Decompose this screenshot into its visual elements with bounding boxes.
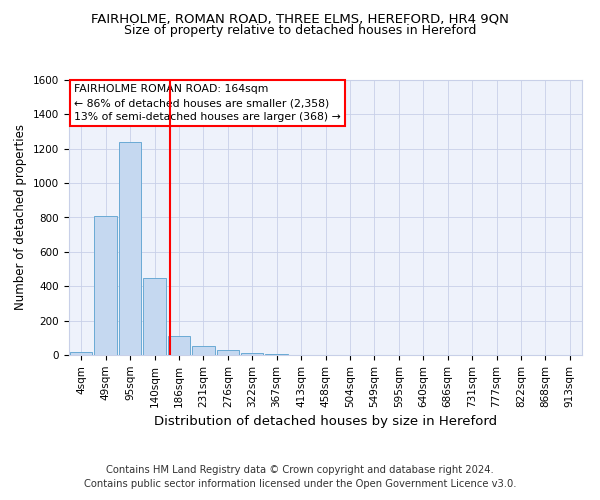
Bar [241, 354, 263, 355]
Bar [94, 216, 117, 355]
Text: Size of property relative to detached houses in Hereford: Size of property relative to detached ho… [124, 24, 476, 37]
Bar [143, 278, 166, 355]
Bar [119, 142, 142, 355]
Bar [192, 346, 215, 355]
Text: Contains HM Land Registry data © Crown copyright and database right 2024.
Contai: Contains HM Land Registry data © Crown c… [84, 465, 516, 489]
Text: FAIRHOLME, ROMAN ROAD, THREE ELMS, HEREFORD, HR4 9QN: FAIRHOLME, ROMAN ROAD, THREE ELMS, HEREF… [91, 12, 509, 26]
Bar [265, 354, 288, 355]
Bar [217, 350, 239, 355]
Bar [167, 336, 190, 355]
Text: FAIRHOLME ROMAN ROAD: 164sqm
← 86% of detached houses are smaller (2,358)
13% of: FAIRHOLME ROMAN ROAD: 164sqm ← 86% of de… [74, 84, 341, 122]
Y-axis label: Number of detached properties: Number of detached properties [14, 124, 28, 310]
X-axis label: Distribution of detached houses by size in Hereford: Distribution of detached houses by size … [154, 415, 497, 428]
Bar [70, 352, 92, 355]
